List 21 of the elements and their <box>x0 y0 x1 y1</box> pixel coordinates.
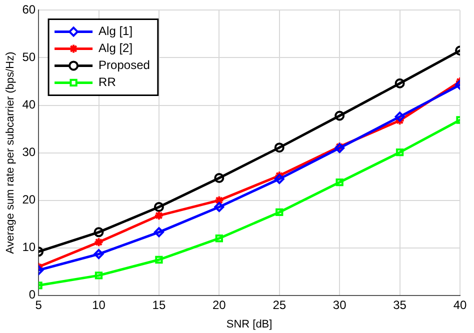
x-axis-title: SNR [dB] <box>226 318 272 330</box>
legend-label: Proposed <box>98 58 150 72</box>
y-tick-label: 40 <box>22 98 36 112</box>
x-tick-label: 10 <box>92 298 106 312</box>
x-tick-label: 25 <box>272 298 286 312</box>
y-tick-label: 60 <box>22 2 36 17</box>
y-tick-label: 50 <box>22 50 36 64</box>
y-tick-label: 0 <box>28 288 36 302</box>
legend-label: Alg [2] <box>98 41 133 56</box>
legend-label: Alg [1] <box>98 24 133 38</box>
y-tick-label: 30 <box>22 145 36 160</box>
x-tick-label: 5 <box>35 298 42 312</box>
x-tick-label: 20 <box>212 298 226 312</box>
y-tick-label: 20 <box>22 192 36 207</box>
legend-label: RR <box>98 75 116 90</box>
x-tick-label: 15 <box>152 298 166 312</box>
x-tick-label: 30 <box>332 298 347 312</box>
y-axis-title: Average sum rate per subcarrier (bps/Hz) <box>4 52 17 254</box>
x-tick-label: 35 <box>393 298 407 312</box>
y-tick-label: 10 <box>22 240 36 254</box>
x-tick-label: 40 <box>453 298 467 312</box>
